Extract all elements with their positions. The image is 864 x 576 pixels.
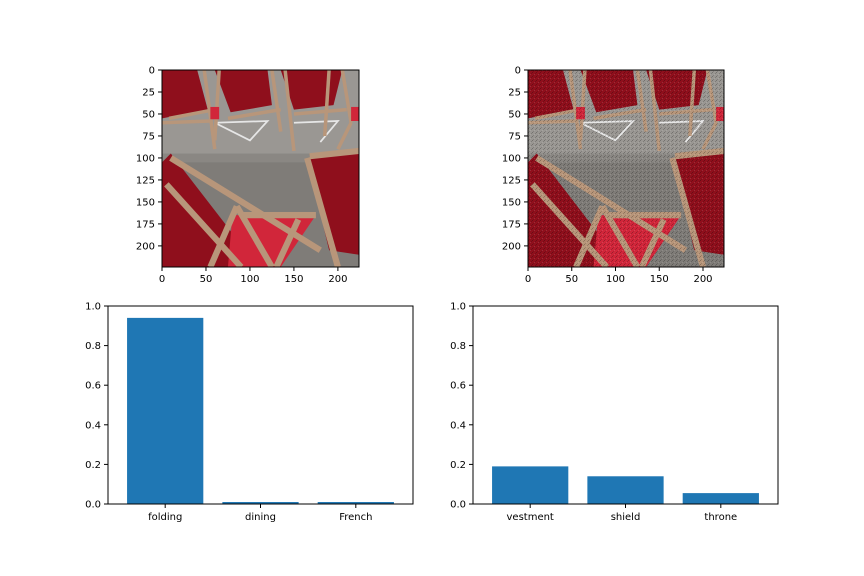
x-tick-label: dining	[245, 512, 276, 523]
x-tick-label: French	[339, 512, 372, 523]
bar-shield	[587, 476, 664, 504]
back-chair-seat	[162, 70, 208, 119]
y-tick-label: 125	[502, 175, 521, 186]
chair-frame	[164, 182, 244, 267]
y-tick-label: 0.8	[85, 341, 101, 352]
y-tick-label: 75	[508, 131, 521, 142]
y-tick-label: 200	[502, 241, 521, 252]
chair-frame	[162, 119, 211, 125]
x-tick-label: 100	[240, 274, 259, 285]
x-tick-label: throne	[704, 512, 737, 523]
y-tick-label: 0.6	[450, 381, 466, 392]
x-tick-label: 50	[200, 274, 213, 285]
x-tick-label: shield	[611, 512, 641, 523]
floor-marking	[214, 120, 270, 142]
y-tick-label: 0	[149, 66, 155, 77]
chair-frame	[336, 121, 353, 150]
chair-frame	[270, 70, 283, 132]
chairs-photo-perturbed	[528, 70, 724, 267]
y-tick-label: 200	[136, 241, 155, 252]
chair-frame	[304, 157, 341, 267]
y-tick-label: 0.4	[450, 420, 466, 431]
chair-frame	[340, 70, 353, 124]
image-subplot-original: 0 50 100 150 200 0 25 50 75 100 125 150 175 200	[136, 66, 360, 285]
y-tick-label: 125	[136, 175, 155, 186]
y-tick-label: 1.0	[85, 302, 101, 313]
bar-vestment	[492, 466, 569, 504]
x-tick-label: 150	[650, 274, 669, 285]
y-tick-label: 0	[515, 66, 521, 77]
y-tick-label: 100	[136, 153, 155, 164]
y-tick-label: 0.2	[450, 460, 466, 471]
chair-frame	[309, 147, 359, 160]
y-tick-label: 1.0	[450, 302, 466, 313]
bar-throne	[682, 493, 759, 504]
y-tick-label: 50	[142, 109, 155, 120]
y-tick-label: 75	[142, 131, 155, 142]
chair-frame	[273, 218, 302, 267]
chairs-photo-original	[162, 70, 359, 267]
x-tick-label: 200	[693, 274, 712, 285]
x-tick-label: 0	[525, 274, 531, 285]
y-tick-label: 0.0	[85, 500, 101, 511]
y-tick-label: 150	[502, 197, 521, 208]
y-tick-label: 150	[136, 197, 155, 208]
y-tick-label: 50	[508, 109, 521, 120]
x-tick-label: folding	[148, 512, 182, 523]
y-tick-label: 25	[508, 87, 521, 98]
bar-French	[317, 502, 394, 504]
x-tick-label: 100	[606, 274, 625, 285]
x-tick-label: 50	[565, 274, 578, 285]
front-chair-right-seat	[307, 153, 359, 255]
bar-chart-original-predictions: folding dining French 0.0 0.2 0.4 0.6 0.8 1.0	[85, 302, 414, 523]
y-tick-label: 100	[502, 153, 521, 164]
back-chair-seat	[214, 70, 272, 113]
x-tick-label: 150	[284, 274, 303, 285]
x-tick-label: vestment	[507, 512, 554, 523]
edge-chair	[351, 106, 359, 122]
chair-frame	[213, 70, 221, 141]
chair-frame	[293, 107, 347, 116]
y-tick-label: 0.8	[450, 341, 466, 352]
chair-frame	[227, 107, 282, 121]
y-tick-label: 25	[142, 87, 155, 98]
x-tick-label: 0	[159, 274, 165, 285]
chair-frame	[283, 70, 296, 152]
y-tick-label: 175	[502, 219, 521, 230]
y-tick-label: 175	[136, 219, 155, 230]
y-tick-label: 0.0	[450, 500, 466, 511]
chair-frame	[168, 107, 216, 121]
x-tick-label: 200	[328, 274, 347, 285]
image-subplot-perturbed: 0 50 100 150 200 0 25 50 75 100 125 150 175 200	[502, 66, 725, 285]
axes-frame	[161, 69, 360, 268]
chair-frame	[322, 70, 331, 137]
y-tick-label: 0.4	[85, 420, 101, 431]
chair-frame	[207, 205, 240, 267]
y-tick-label: 0.6	[85, 381, 101, 392]
bar-folding	[127, 317, 204, 504]
edge-chair	[210, 106, 220, 120]
axes-frame	[527, 69, 725, 268]
y-tick-label: 0.2	[85, 460, 101, 471]
bar-dining	[222, 502, 299, 504]
bar-chart-perturbed-predictions: vestment shield throne 0.0 0.2 0.4 0.6 0.8 1.0	[450, 302, 779, 523]
chair-frame	[169, 155, 322, 253]
